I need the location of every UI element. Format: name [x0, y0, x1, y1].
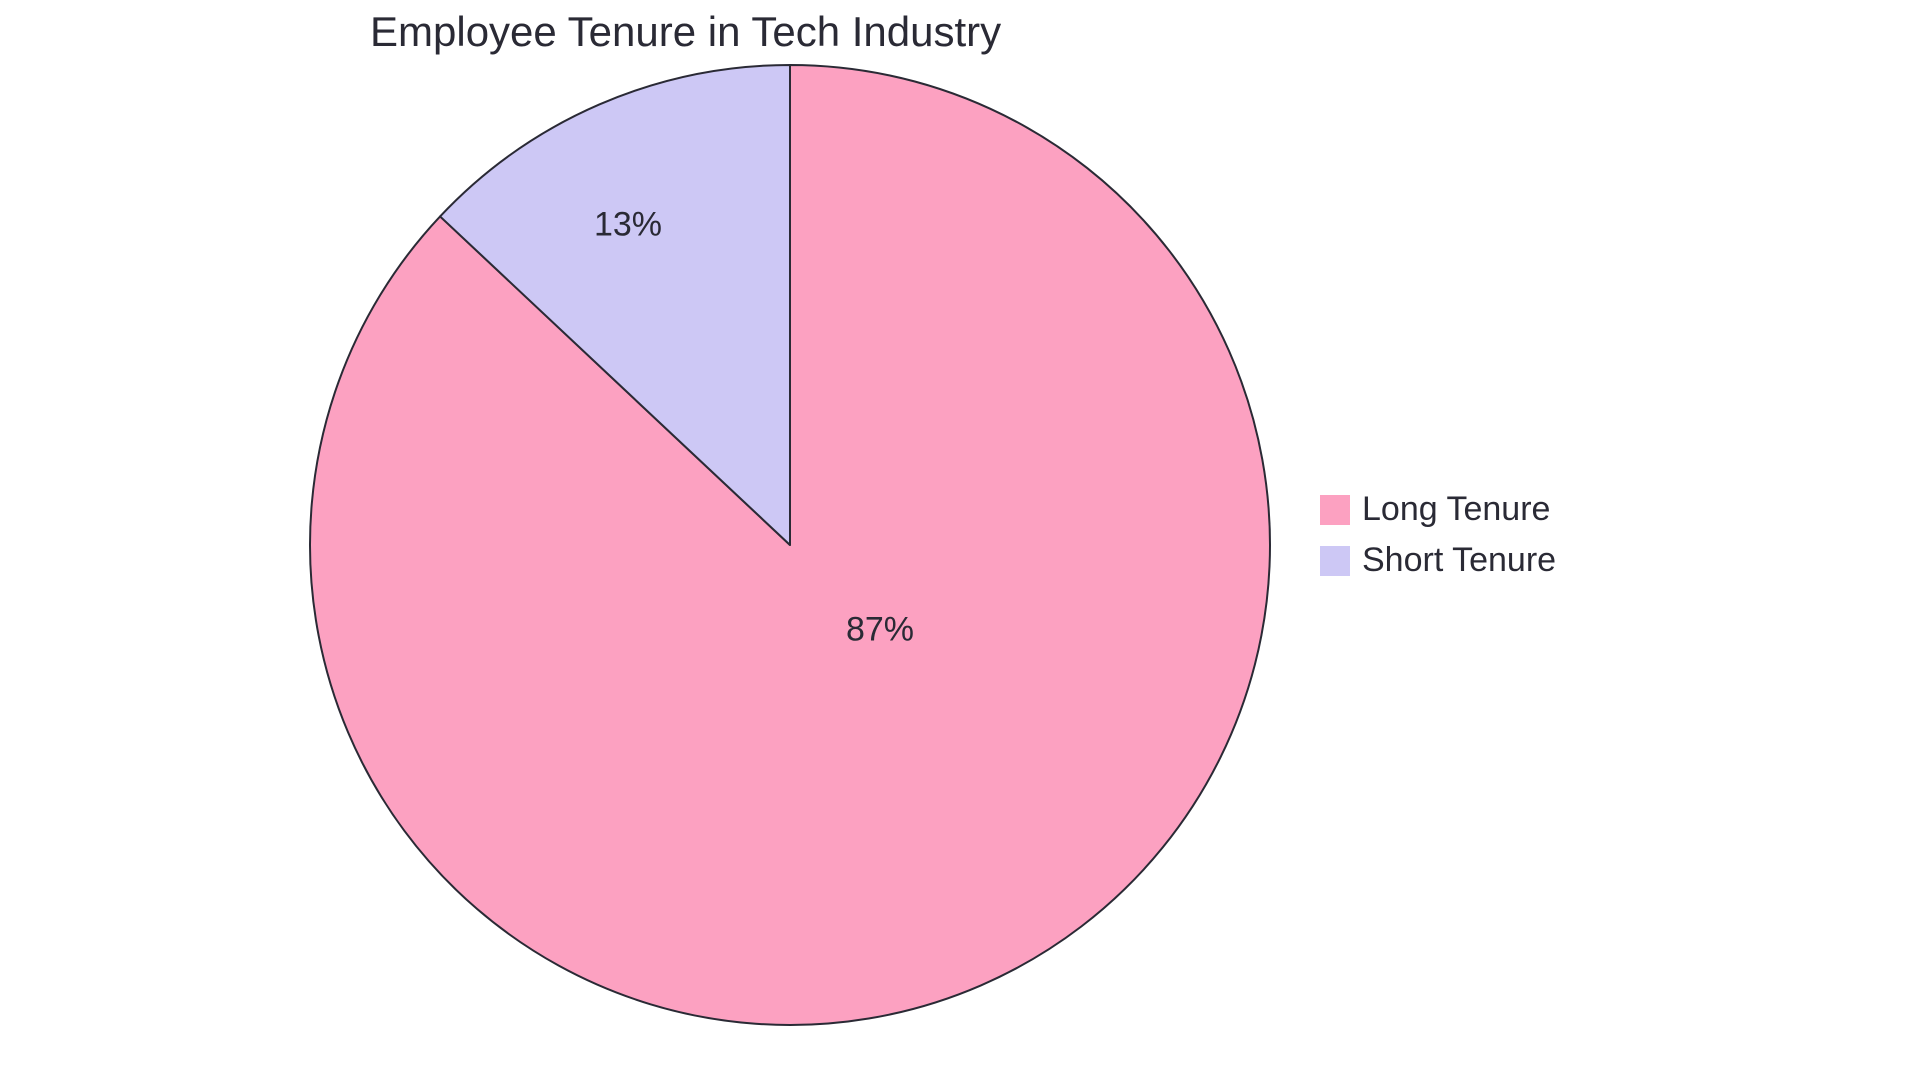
- legend-label-long-tenure: Long Tenure: [1362, 490, 1550, 529]
- legend-item-short-tenure: Short Tenure: [1320, 541, 1556, 580]
- pie-chart-svg: [0, 0, 1920, 1080]
- slice-label-short-tenure: 13%: [594, 206, 662, 245]
- chart-container: Employee Tenure in Tech Industry 87% 13%…: [0, 0, 1920, 1080]
- legend-item-long-tenure: Long Tenure: [1320, 490, 1556, 529]
- legend-swatch-short-tenure: [1320, 546, 1350, 576]
- chart-title: Employee Tenure in Tech Industry: [370, 8, 1001, 56]
- legend-label-short-tenure: Short Tenure: [1362, 541, 1556, 580]
- legend-swatch-long-tenure: [1320, 495, 1350, 525]
- slice-label-long-tenure: 87%: [846, 611, 914, 650]
- legend: Long Tenure Short Tenure: [1320, 490, 1556, 580]
